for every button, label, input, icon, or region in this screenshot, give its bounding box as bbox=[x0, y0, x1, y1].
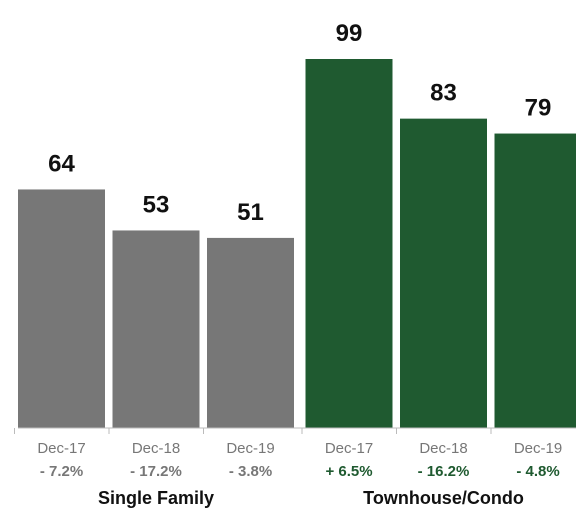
x-tick-label: Dec-19 bbox=[226, 440, 274, 457]
value-label: 99 bbox=[336, 20, 363, 47]
bar bbox=[18, 189, 105, 428]
axis-ticks bbox=[14, 428, 492, 434]
bars-layer bbox=[18, 59, 576, 429]
change-label: - 16.2% bbox=[418, 463, 470, 480]
group-label: Townhouse/Condo bbox=[363, 488, 524, 508]
change-label: - 4.8% bbox=[516, 463, 559, 480]
bar bbox=[207, 237, 294, 428]
change-label: - 7.2% bbox=[40, 463, 83, 480]
bar bbox=[305, 59, 393, 428]
change-label: + 6.5% bbox=[325, 463, 372, 480]
value-label: 53 bbox=[143, 191, 170, 218]
value-label: 51 bbox=[237, 199, 264, 226]
x-tick-label: Dec-18 bbox=[419, 440, 467, 457]
value-label: 64 bbox=[48, 150, 75, 177]
group-label: Single Family bbox=[98, 488, 214, 508]
x-tick-label: Dec-19 bbox=[514, 440, 562, 457]
x-tick-label: Dec-17 bbox=[37, 440, 85, 457]
bar bbox=[112, 230, 200, 428]
change-label: - 17.2% bbox=[130, 463, 182, 480]
bar bbox=[494, 133, 576, 428]
value-label: 83 bbox=[430, 80, 457, 107]
x-tick-label: Dec-17 bbox=[325, 440, 373, 457]
x-tick-label: Dec-18 bbox=[132, 440, 180, 457]
labels-layer: 64 Dec-17 - 7.2% 53 Dec-18 - 17.2% 51 Dec-19 - 3… bbox=[37, 20, 562, 508]
bar bbox=[400, 118, 487, 429]
change-label: - 3.8% bbox=[229, 463, 272, 480]
value-label: 79 bbox=[525, 95, 552, 122]
